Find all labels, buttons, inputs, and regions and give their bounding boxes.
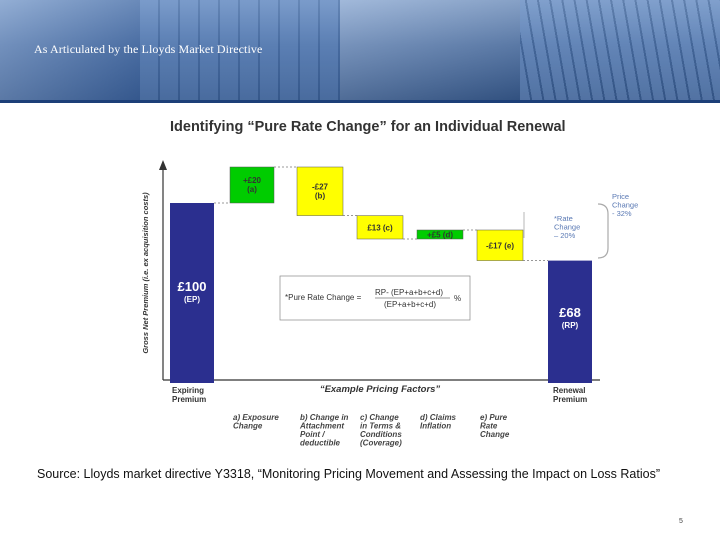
formula-numerator: RP- (EP+a+b+c+d) <box>375 288 443 297</box>
banner-glass-panel <box>340 0 520 100</box>
formula-label: *Pure Rate Change = <box>285 293 362 302</box>
bar-step <box>476 229 524 261</box>
y-axis-arrow <box>159 160 167 170</box>
bar-label-renewal: £68 <box>559 305 581 320</box>
bar-step-label: -£17 (e) <box>486 241 514 250</box>
bar-step-label: -£27 (b) <box>312 182 329 200</box>
tick-label-factor: e) Pure Rate Change <box>480 413 510 439</box>
formula-denominator: (EP+a+b+c+d) <box>384 300 436 309</box>
tick-label-factor: d) Claims Inflation <box>420 413 457 431</box>
bar-sublabel-expiring: (EP) <box>184 295 200 304</box>
header-banner: As Articulated by the Lloyds Market Dire… <box>0 0 720 100</box>
y-axis-label: Gross Net Premium (i.e. ex acquisition c… <box>141 192 150 354</box>
banner-glass-panel <box>140 0 340 100</box>
bar-step <box>416 229 464 240</box>
chart-subtitle: “Example Pricing Factors” <box>320 384 441 395</box>
bar-step-label: +£20 (a) <box>243 176 262 194</box>
banner-divider <box>0 100 720 103</box>
tick-label-factor: a) Exposure Change <box>233 413 279 431</box>
tick-label-expiring: Expiring Premium <box>172 386 206 404</box>
bar-step <box>229 166 275 204</box>
price-change-bracket <box>597 203 609 259</box>
bar-renewal-premium <box>548 260 592 383</box>
bar-expiring-premium <box>170 203 214 383</box>
tick-label-renewal: Renewal Premium <box>553 386 587 404</box>
slide-title: As Articulated by the Lloyds Market Dire… <box>34 42 263 56</box>
chart-title: Identifying “Pure Rate Change” for an In… <box>170 119 566 135</box>
tick-label-factor: b) Change in Attachment Point / deductible <box>299 413 349 448</box>
bar-step-label: £13 (c) <box>367 223 393 232</box>
rate-change-annotation: *Rate Change – 20% <box>554 214 580 240</box>
waterfall-chart: Identifying “Pure Rate Change” for an In… <box>141 119 638 448</box>
banner-glass-panel <box>0 0 140 100</box>
bar-step <box>296 166 344 216</box>
tick-label-factor: c) Change in Terms & Conditions (Coverage) <box>360 413 402 448</box>
bar-sublabel-renewal: (RP) <box>562 321 579 330</box>
bar-step <box>356 215 404 240</box>
source-note: Source: Lloyds market directive Y3318, “… <box>37 467 660 481</box>
page-number: 5 <box>679 518 683 525</box>
price-change-annotation: Price Change - 32% <box>612 192 638 218</box>
bar-label-expiring: £100 <box>178 279 207 294</box>
formula-percent: % <box>454 294 461 303</box>
banner-glass-panel <box>520 0 720 100</box>
bar-step-label: +£5 (d) <box>427 231 453 240</box>
